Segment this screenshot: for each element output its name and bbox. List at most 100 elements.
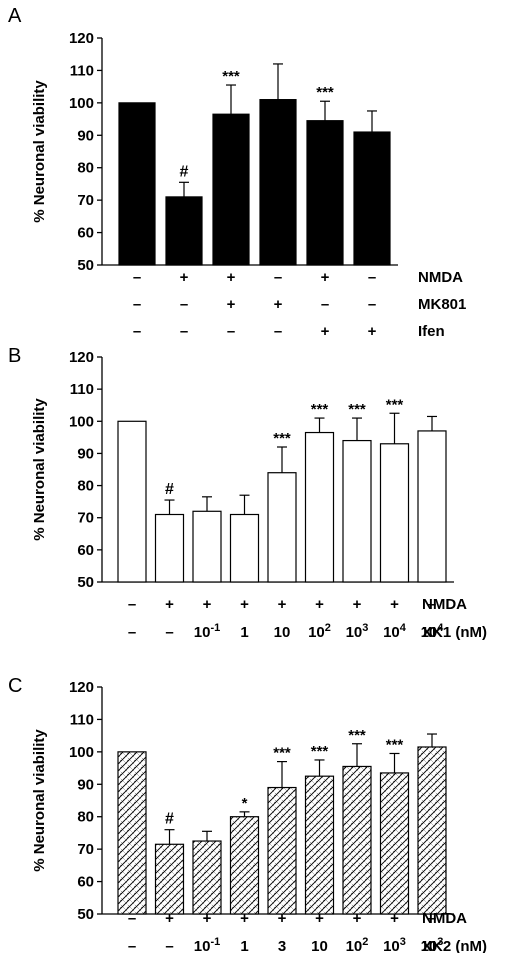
y-tick-label: 120 (69, 30, 94, 47)
condition-mark: – (274, 269, 282, 286)
significance-label: *** (273, 430, 291, 447)
y-tick-label: 70 (77, 510, 94, 527)
condition-mark: + (274, 296, 283, 313)
condition-mark: + (353, 910, 362, 927)
y-tick-label: 110 (70, 381, 94, 398)
y-axis-label: % Neuronal viability (31, 80, 48, 223)
condition-mark: 102 (308, 622, 331, 641)
condition-mark: + (165, 910, 174, 927)
condition-mark: + (390, 596, 399, 613)
y-axis-label: % Neuronal viability (31, 398, 48, 541)
condition-mark: + (227, 296, 236, 313)
y-tick-label: 60 (77, 542, 94, 559)
condition-mark: 104 (383, 622, 407, 641)
condition-mark: – (128, 596, 136, 613)
y-tick-label: 80 (77, 478, 94, 495)
condition-mark: 10 (274, 624, 291, 641)
significance-label: # (165, 481, 174, 498)
y-tick-label: 60 (77, 225, 94, 242)
condition-mark: – (321, 296, 329, 313)
bar (154, 843, 185, 915)
condition-mark: – (128, 624, 136, 641)
bar (417, 746, 447, 915)
condition-mark: – (368, 269, 376, 286)
bar (417, 430, 447, 583)
condition-name: NMDA (422, 596, 467, 613)
condition-mark: + (353, 596, 362, 613)
y-axis-label: % Neuronal viability (31, 729, 48, 872)
panel-letter: B (8, 345, 21, 367)
condition-mark: + (315, 596, 324, 613)
y-tick-label: 50 (77, 574, 94, 591)
bar (259, 99, 297, 266)
condition-mark: + (278, 910, 287, 927)
condition-mark: – (274, 323, 282, 340)
y-tick-label: 100 (69, 744, 94, 761)
y-tick-label: 50 (77, 906, 94, 923)
condition-mark: + (315, 910, 324, 927)
condition-mark: – (133, 323, 141, 340)
y-tick-label: 110 (70, 711, 94, 728)
condition-mark: 10 (311, 938, 328, 953)
condition-mark: – (133, 296, 141, 313)
y-tick-label: 50 (77, 257, 94, 274)
bar (379, 443, 410, 583)
y-tick-label: 70 (77, 841, 94, 858)
panel-letter: C (8, 675, 22, 697)
bar (229, 513, 260, 583)
condition-mark: – (128, 938, 136, 953)
y-tick-label: 120 (69, 349, 94, 366)
significance-label: *** (348, 727, 366, 744)
condition-mark: – (165, 938, 173, 953)
y-tick-label: 100 (69, 95, 94, 112)
y-tick-label: 70 (77, 192, 94, 209)
condition-name: XK2 (nM) (422, 938, 487, 953)
y-tick-label: 90 (77, 445, 94, 462)
y-tick-label: 90 (77, 127, 94, 144)
condition-mark: + (227, 269, 236, 286)
y-tick-label: 120 (69, 679, 94, 696)
condition-name: NMDA (418, 269, 463, 286)
significance-label: *** (273, 745, 291, 762)
condition-mark: + (390, 910, 399, 927)
bar (304, 775, 335, 915)
significance-label: *** (316, 84, 334, 101)
condition-mark: + (203, 596, 212, 613)
significance-label: *** (386, 736, 404, 753)
bar (192, 840, 222, 915)
condition-mark: 103 (346, 622, 369, 641)
condition-mark: – (180, 296, 188, 313)
bar (379, 772, 410, 915)
bar (342, 439, 372, 583)
condition-mark: – (428, 910, 436, 927)
y-tick-label: 100 (69, 413, 94, 430)
condition-mark: + (203, 910, 212, 927)
condition-mark: 3 (278, 938, 286, 953)
condition-mark: + (278, 596, 287, 613)
y-tick-label: 80 (77, 809, 94, 826)
condition-mark: – (165, 624, 173, 641)
condition-mark: – (128, 910, 136, 927)
condition-mark: – (428, 596, 436, 613)
y-tick-label: 110 (70, 62, 94, 79)
bar (306, 120, 344, 266)
condition-mark: 103 (421, 936, 444, 953)
condition-mark: + (368, 323, 377, 340)
condition-mark: + (180, 269, 189, 286)
significance-label: *** (386, 396, 404, 413)
condition-mark: – (180, 323, 188, 340)
condition-mark: + (240, 910, 249, 927)
significance-label: *** (348, 401, 366, 418)
condition-mark: 10-1 (194, 622, 220, 641)
bar (117, 751, 147, 915)
condition-name: MK801 (418, 296, 466, 313)
y-tick-label: 90 (77, 776, 94, 793)
significance-label: # (165, 811, 174, 828)
condition-mark: – (368, 296, 376, 313)
condition-mark: + (321, 323, 330, 340)
condition-name: XK1 (nM) (422, 624, 487, 641)
condition-mark: – (227, 323, 235, 340)
significance-label: * (242, 795, 248, 812)
